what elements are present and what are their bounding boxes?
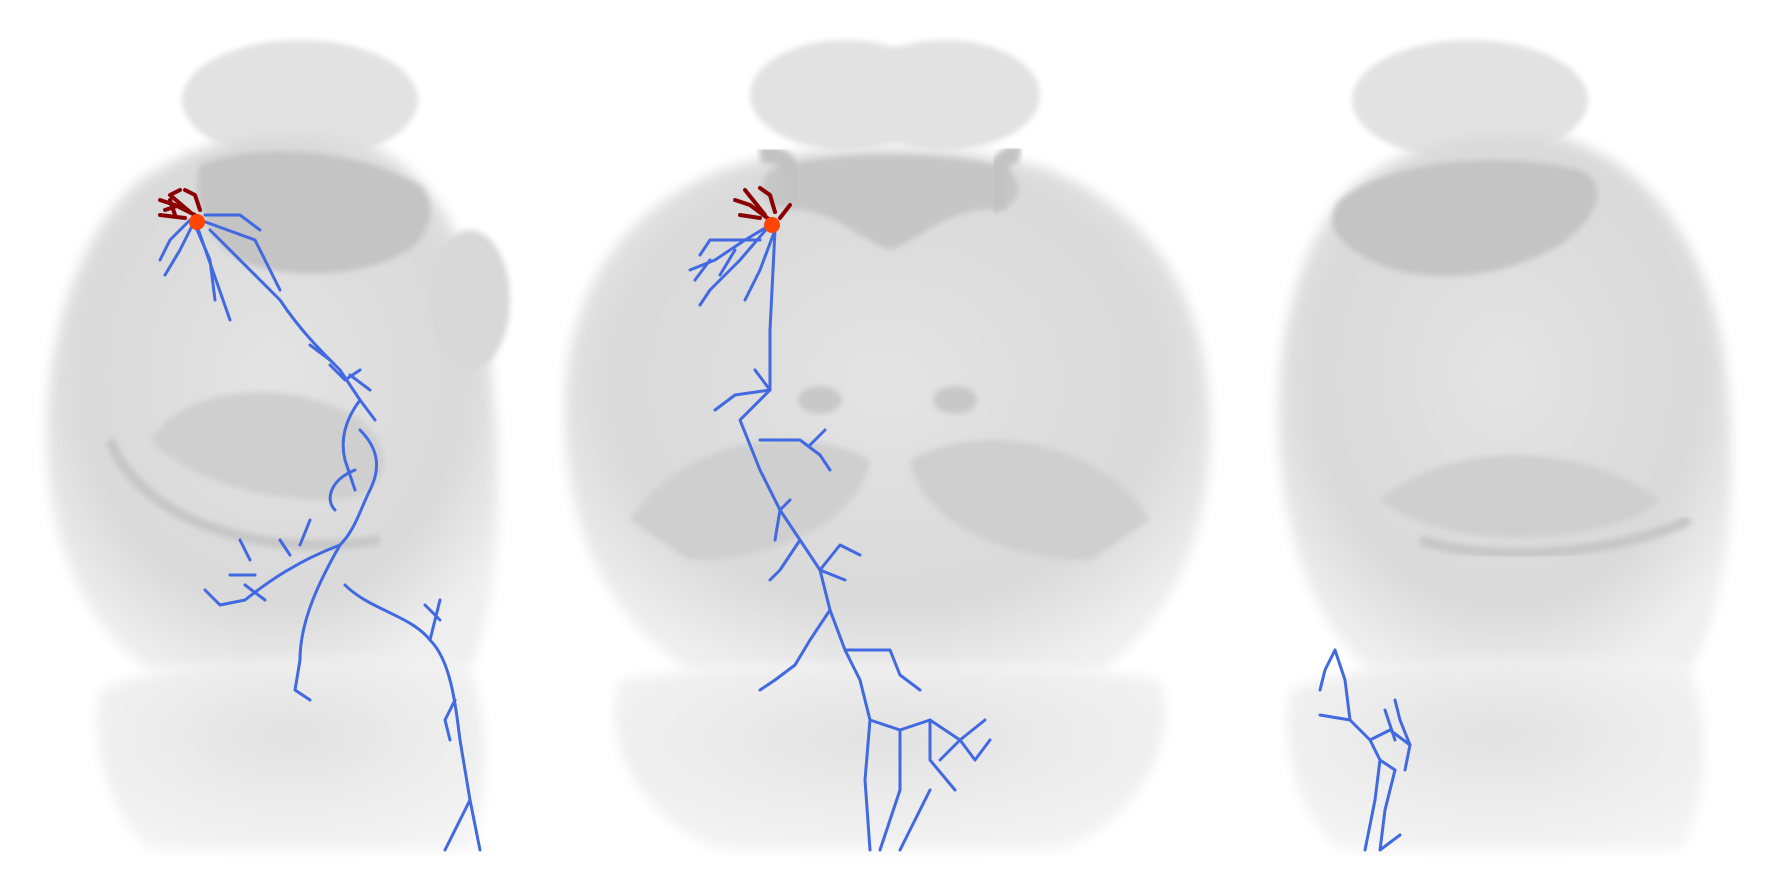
fiber-tract-r <box>1418 515 1693 559</box>
cerebellum-r <box>1287 658 1704 850</box>
hippocampus-right <box>910 440 1150 560</box>
neuron-right <box>1318 648 1412 852</box>
neuron-center <box>688 186 992 852</box>
lateral-tract-left <box>758 145 803 205</box>
thalamus-left <box>798 386 842 414</box>
lateral-tract-right <box>987 145 1023 213</box>
brain-view-lateral-right <box>1278 40 1732 850</box>
dendrites-left <box>158 188 202 220</box>
hippocampus-r <box>1380 455 1660 538</box>
axon-right <box>1318 648 1412 852</box>
soma-center <box>764 217 780 233</box>
olfactory-bulb-r <box>1352 40 1588 160</box>
soma-left <box>189 214 205 230</box>
brain-view-dorsal-center <box>564 40 1210 850</box>
axon-left <box>158 213 482 852</box>
striatum-region-r <box>1332 160 1598 277</box>
dendrites-center <box>733 186 792 222</box>
cortex-bulge <box>430 230 510 370</box>
fiber-tract-shade <box>105 438 381 551</box>
olfactory-bulb <box>182 40 418 160</box>
thalamus-right <box>933 386 977 414</box>
hippocampus-shade <box>150 392 384 500</box>
neuron-left <box>158 188 482 852</box>
olfactory-bulb-right <box>850 40 1040 150</box>
cerebellum-dorsal <box>614 665 1166 850</box>
cerebellum <box>97 658 485 850</box>
axon-center <box>688 223 992 852</box>
hippocampus-left <box>630 440 870 560</box>
brain-view-lateral-left <box>46 40 510 850</box>
